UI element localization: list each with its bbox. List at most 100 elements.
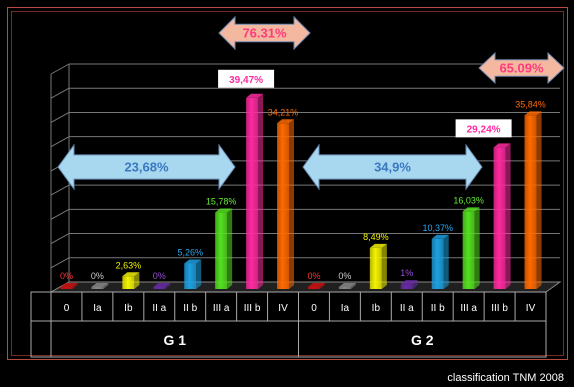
category-label: IV <box>526 303 536 314</box>
bar <box>462 211 475 289</box>
gridline-depth <box>50 184 70 196</box>
bar-top <box>369 243 387 248</box>
value-label: 35,84% <box>515 99 546 109</box>
chart-caption: classification TNM 2008 <box>447 372 564 384</box>
category-label: Ib <box>124 303 133 314</box>
bar <box>153 287 166 289</box>
value-label: 16,03% <box>453 195 484 205</box>
bar-top <box>277 119 295 124</box>
bar-side <box>319 283 325 289</box>
bar-top <box>338 283 356 287</box>
category-label: II b <box>431 303 445 314</box>
gridline-depth <box>50 63 70 75</box>
gridline-depth <box>50 208 70 220</box>
bar-top <box>91 283 109 287</box>
category-label: III b <box>491 303 508 314</box>
value-label-box <box>218 69 275 88</box>
range-arrow-label: 34,9% <box>374 160 411 175</box>
bar <box>184 263 197 289</box>
bar-side <box>381 243 387 289</box>
range-arrow <box>57 143 236 191</box>
value-label: 0% <box>307 271 320 281</box>
range-arrow <box>478 51 565 85</box>
gridline-depth <box>50 257 70 269</box>
bar-side <box>350 283 356 289</box>
gridline-depth <box>50 233 70 244</box>
bar <box>493 147 506 289</box>
bar-top <box>400 280 418 285</box>
category-label: Ia <box>93 303 102 314</box>
bar-side <box>289 119 295 290</box>
range-arrow-label: 23,68% <box>124 160 169 175</box>
bar-side <box>227 208 233 289</box>
bar-side <box>412 280 418 289</box>
gridline-depth <box>50 136 70 148</box>
category-label: III a <box>213 303 230 314</box>
category-label: Ib <box>372 303 381 314</box>
value-label: 8,49% <box>363 232 389 242</box>
category-label: II a <box>400 303 414 314</box>
bar-top <box>493 143 511 148</box>
category-label: II a <box>152 303 166 314</box>
bar <box>91 287 104 289</box>
category-label: 0 <box>311 303 317 314</box>
bar-side <box>196 259 202 289</box>
value-label: 0% <box>91 271 104 281</box>
bar <box>277 123 290 290</box>
bar-top <box>431 234 449 239</box>
range-arrow-label: 65.09% <box>499 61 544 76</box>
value-label: 2,63% <box>116 260 142 270</box>
bar <box>431 238 444 289</box>
value-label: 34,21% <box>268 107 299 117</box>
bar-top <box>153 283 171 287</box>
bar-top <box>184 259 202 264</box>
bar <box>338 287 351 289</box>
group-label: G 2 <box>411 332 434 348</box>
value-label: 1% <box>400 268 413 278</box>
category-label: III a <box>460 303 477 314</box>
category-label: IV <box>278 303 288 314</box>
bar-top <box>60 283 78 287</box>
bar-side <box>165 283 171 289</box>
bar-side <box>103 283 109 289</box>
bar <box>215 212 228 289</box>
bar <box>60 287 73 289</box>
category-label: II b <box>183 303 197 314</box>
bar-top <box>524 111 542 116</box>
range-arrow <box>302 143 483 191</box>
bar <box>246 97 259 289</box>
value-label-box <box>455 119 512 138</box>
bar <box>307 287 320 289</box>
category-label: III b <box>244 303 261 314</box>
bar-side <box>505 143 511 289</box>
bar-side <box>258 93 264 289</box>
bar <box>524 115 537 289</box>
bar <box>122 276 135 289</box>
bar-side <box>443 234 449 289</box>
bar-side <box>474 207 480 289</box>
value-label: 5,26% <box>177 248 203 258</box>
value-label: 0% <box>338 271 351 281</box>
value-label: 15,78% <box>206 197 237 207</box>
range-arrow-label: 76.31% <box>242 26 287 41</box>
bar-top <box>246 93 264 98</box>
value-label: 39,47% <box>229 75 263 86</box>
chart-frame <box>7 7 568 360</box>
bar-side <box>536 111 542 289</box>
gridline-depth <box>50 87 70 99</box>
category-label: Ia <box>341 303 350 314</box>
value-label: 29,24% <box>467 124 501 135</box>
bar-top <box>307 283 325 287</box>
bar-top <box>215 208 233 213</box>
category-table <box>30 291 547 358</box>
value-label: 0% <box>153 271 166 281</box>
bar-top <box>462 207 480 212</box>
category-label: 0 <box>64 303 70 314</box>
bar-side <box>72 283 78 289</box>
bar-top <box>122 272 140 277</box>
group-label: G 1 <box>163 332 186 348</box>
bar-side <box>134 272 140 289</box>
gridline-depth <box>50 112 70 123</box>
range-arrow <box>218 15 311 51</box>
bar <box>369 247 382 289</box>
